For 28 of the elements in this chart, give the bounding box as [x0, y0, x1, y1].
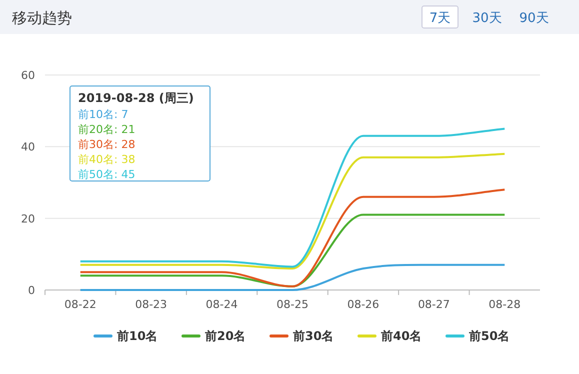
text: 30天	[472, 11, 502, 26]
y-tick-label: 40	[21, 140, 35, 154]
text: 90天	[519, 11, 549, 26]
chart-title: 移动趋势	[12, 9, 72, 27]
annotation: 前50名: 45	[78, 168, 136, 181]
legend-label: 前50名	[468, 329, 510, 343]
annotation: 前10名: 7	[78, 108, 128, 121]
x-tick-label: 08-22	[64, 298, 96, 311]
y-tick-label: 60	[21, 69, 35, 82]
x-tick-label: 08-25	[276, 298, 308, 311]
legend-label: 前40名	[380, 329, 422, 343]
legend-label: 前10名	[116, 329, 158, 343]
x-tick-label: 08-26	[347, 298, 380, 311]
text: 7天	[429, 11, 451, 26]
y-tick-label: 0	[28, 284, 35, 297]
x-tick-label: 08-24	[206, 298, 238, 311]
x-tick-label: 08-28	[488, 298, 521, 311]
annotation: 前20名: 21	[78, 123, 136, 136]
y-tick-label: 20	[21, 212, 35, 226]
x-tick-label: 08-23	[135, 298, 168, 311]
line-series	[79, 152, 506, 270]
annotation: 前30名: 28	[78, 138, 136, 151]
legend-label: 前20名	[204, 329, 246, 343]
legend-label: 前30名	[292, 329, 334, 343]
annotation: 2019-08-28 (周三)	[78, 91, 194, 105]
annotation: 前40名: 38	[78, 153, 136, 166]
line-series	[79, 188, 506, 288]
x-tick-label: 08-27	[418, 298, 450, 311]
